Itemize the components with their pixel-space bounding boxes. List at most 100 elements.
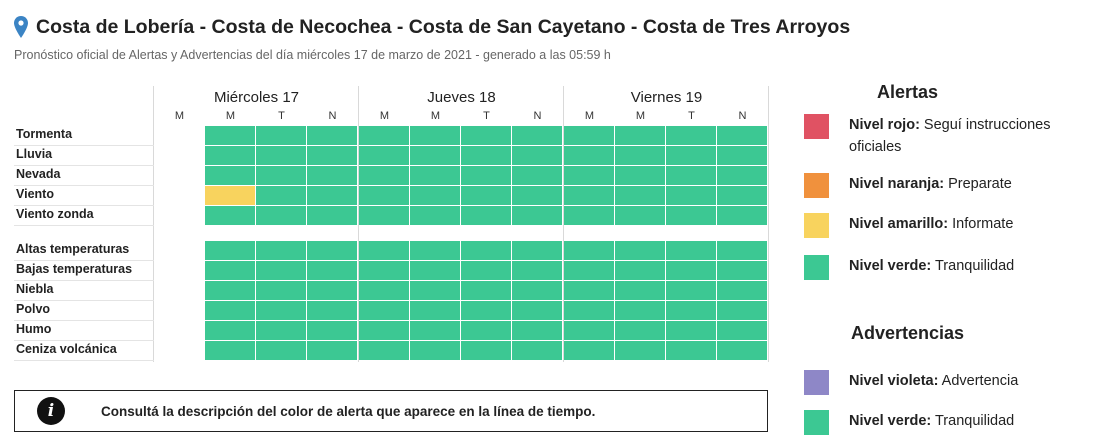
legend-level: Nivel naranja: [849, 176, 945, 192]
alert-cell-verde [307, 281, 357, 300]
alert-cell-verde [410, 321, 460, 340]
row-label: Bajas temperaturas [16, 262, 133, 276]
alert-cell-verde [615, 281, 665, 300]
row-divider [14, 280, 154, 281]
alert-cell-verde [461, 146, 511, 165]
day-separator [768, 86, 769, 362]
alert-cell-verde [410, 166, 460, 185]
day-separator [358, 86, 359, 362]
info-box: i Consultá la descripción del color de a… [14, 390, 768, 432]
alert-cell-verde [205, 301, 255, 320]
day-header: Viernes 19 [630, 89, 703, 106]
legend-swatch [804, 114, 829, 139]
legend-level: Nivel verde: [849, 413, 932, 429]
row-divider [14, 300, 154, 301]
alert-cell-verde [307, 241, 357, 260]
alert-cell-verde [666, 301, 716, 320]
legend-item: Nivel amarillo: Informate [804, 213, 1064, 238]
alert-cell-verde [307, 146, 357, 165]
alert-cell-verde [205, 146, 255, 165]
alert-cell-verde [461, 261, 511, 280]
info-text: Consultá la descripción del color de ale… [101, 403, 596, 419]
period-label: N [533, 110, 542, 122]
legend-alertas-title: Alertas [877, 82, 939, 102]
alert-cell-verde [307, 321, 357, 340]
legend-level: Nivel violeta: [849, 373, 939, 389]
alert-cell-verde [359, 261, 409, 280]
alert-cell-verde [564, 341, 614, 360]
info-icon: i [37, 397, 65, 425]
period-label: M [584, 110, 595, 122]
alert-cell-verde [359, 241, 409, 260]
alert-cell-verde [410, 281, 460, 300]
alert-cell-verde [717, 186, 767, 205]
alert-cell-verde [307, 301, 357, 320]
alert-cell-verde [410, 341, 460, 360]
alert-cell-verde [512, 146, 562, 165]
legend-text: Nivel amarillo: Informate [849, 213, 1064, 235]
row-divider [14, 260, 154, 261]
legend-description: Advertencia [938, 373, 1019, 389]
alert-cell-verde [307, 341, 357, 360]
legend-description: Tranquilidad [931, 413, 1015, 429]
alert-cell-verde [410, 186, 460, 205]
row-label: Humo [16, 322, 52, 336]
alert-cell-verde [410, 261, 460, 280]
alert-cell-verde [461, 281, 511, 300]
alert-cell-verde [205, 261, 255, 280]
legend-swatch [804, 213, 829, 238]
alert-cell-verde [564, 166, 614, 185]
alert-cell-verde [615, 261, 665, 280]
alert-cell-empty [154, 206, 204, 225]
alert-cell-verde [666, 281, 716, 300]
alert-cell-verde [256, 321, 306, 340]
alert-cell-verde [256, 126, 306, 145]
legend-level: Nivel amarillo: [849, 216, 949, 232]
row-divider [14, 320, 154, 321]
row-divider [14, 225, 154, 226]
legend-description: Tranquilidad [931, 258, 1015, 274]
alert-cell-verde [359, 341, 409, 360]
alert-cell-verde [564, 146, 614, 165]
alert-cell-verde [205, 321, 255, 340]
alert-cell-verde [717, 281, 767, 300]
alert-cell-verde [666, 126, 716, 145]
alert-cell-verde [717, 126, 767, 145]
alert-cell-amarillo [205, 186, 255, 205]
alert-cell-verde [615, 206, 665, 225]
alert-cell-verde [461, 301, 511, 320]
alert-cell-verde [307, 166, 357, 185]
legend-level: Nivel rojo: [849, 117, 920, 133]
alert-cell-verde [615, 186, 665, 205]
alert-cell-empty [154, 301, 204, 320]
alert-cell-verde [205, 281, 255, 300]
alert-cell-empty [154, 261, 204, 280]
period-label: N [738, 110, 747, 122]
alert-cell-verde [307, 186, 357, 205]
alert-cell-verde [461, 126, 511, 145]
legend-text: Nivel violeta: Advertencia [849, 370, 1064, 392]
row-label: Polvo [16, 302, 51, 316]
alert-cell-verde [410, 241, 460, 260]
legend-description: Preparate [944, 176, 1012, 192]
alert-cell-verde [666, 206, 716, 225]
row-label: Viento zonda [16, 207, 94, 221]
row-label: Lluvia [16, 147, 53, 161]
legend-text: Nivel verde: Tranquilidad [849, 410, 1064, 432]
alert-cell-verde [564, 321, 614, 340]
row-label: Viento [16, 187, 54, 201]
row-label: Altas temperaturas [16, 242, 130, 256]
alert-cell-verde [512, 241, 562, 260]
alert-cell-verde [205, 126, 255, 145]
period-label: M [379, 110, 390, 122]
alert-cell-verde [717, 321, 767, 340]
legend-item: Nivel violeta: Advertencia [804, 370, 1064, 395]
alert-cell-verde [461, 341, 511, 360]
alert-cell-verde [256, 241, 306, 260]
alert-cell-verde [666, 166, 716, 185]
alert-cell-verde [256, 146, 306, 165]
alert-cell-verde [512, 126, 562, 145]
day-header: Miércoles 17 [213, 89, 300, 106]
alert-cell-verde [717, 166, 767, 185]
alert-cell-verde [717, 301, 767, 320]
